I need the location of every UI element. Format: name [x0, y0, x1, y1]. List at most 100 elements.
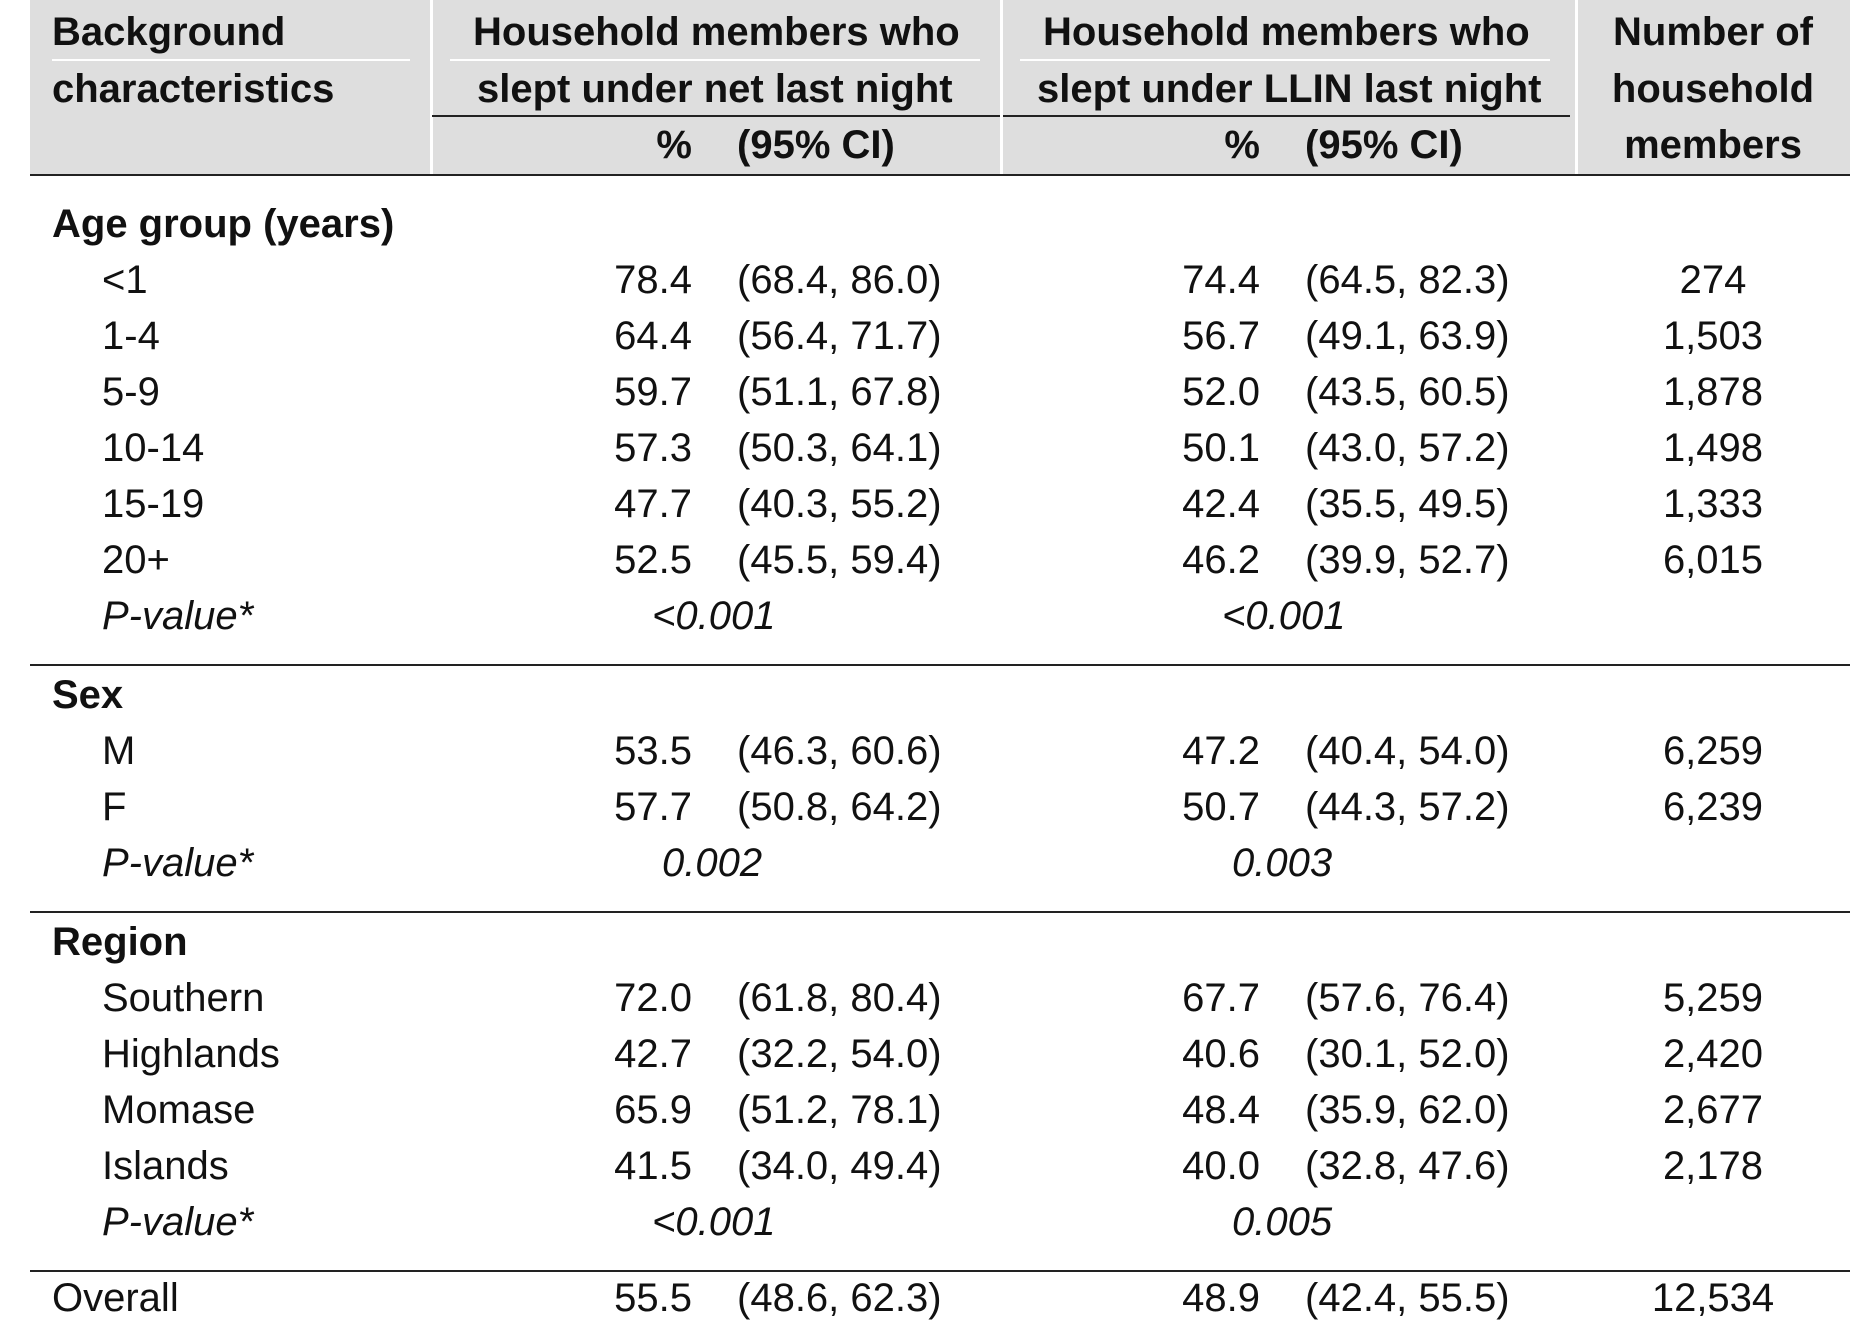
section-rule — [30, 1270, 1850, 1272]
table-row: 5-9 59.7 (51.1, 67.8) 52.0 (43.5, 60.5) … — [0, 364, 1865, 420]
row-label: 20+ — [102, 538, 170, 582]
net-percent: 47.7 — [614, 482, 692, 526]
net-ci: (32.2, 54.0) — [737, 1032, 942, 1076]
net-pvalue: <0.001 — [652, 594, 776, 638]
llin-ci: (39.9, 52.7) — [1305, 538, 1510, 582]
net-ci: (50.8, 64.2) — [737, 785, 942, 829]
llin-ci: (30.1, 52.0) — [1305, 1032, 1510, 1076]
net-ci: (45.5, 59.4) — [737, 538, 942, 582]
pvalue-row: P-value* <0.001 <0.001 — [0, 588, 1865, 644]
llin-pvalue: <0.001 — [1222, 594, 1346, 638]
net-ci: (68.4, 86.0) — [737, 258, 942, 302]
member-count: 12,534 — [1651, 1276, 1775, 1320]
member-count: 274 — [1679, 258, 1747, 302]
table-row: M 53.5 (46.3, 60.6) 47.2 (40.4, 54.0) 6,… — [0, 723, 1865, 779]
row-label: 1-4 — [102, 314, 160, 358]
header-count-title: members — [1624, 123, 1802, 167]
llin-percent: 48.9 — [1182, 1276, 1260, 1320]
section-rule — [30, 664, 1850, 666]
net-percent: 59.7 — [614, 370, 692, 414]
row-label: M — [102, 729, 136, 773]
net-ci: (34.0, 49.4) — [737, 1144, 942, 1188]
member-count: 1,503 — [1662, 314, 1764, 358]
net-percent: 55.5 — [614, 1276, 692, 1320]
net-ci: (51.1, 67.8) — [737, 370, 942, 414]
header-divider — [1020, 59, 1550, 61]
net-percent: 64.4 — [614, 314, 692, 358]
header-llin-title: Household members who — [1043, 10, 1530, 54]
section-header-row: Region — [0, 914, 1865, 970]
header-column-divider — [1575, 0, 1578, 176]
header-net-title: Household members who — [473, 10, 960, 54]
header-ci-label: (95% CI) — [1305, 123, 1463, 167]
llin-ci: (32.8, 47.6) — [1305, 1144, 1510, 1188]
net-percent: 57.3 — [614, 426, 692, 470]
member-count: 2,420 — [1662, 1032, 1764, 1076]
llin-percent: 46.2 — [1182, 538, 1260, 582]
header-pct-label: % — [656, 123, 692, 167]
member-count: 6,239 — [1662, 785, 1764, 829]
llin-ci: (35.5, 49.5) — [1305, 482, 1510, 526]
member-count: 1,498 — [1662, 426, 1764, 470]
header-count-title: Number of — [1613, 10, 1813, 54]
llin-ci: (64.5, 82.3) — [1305, 258, 1510, 302]
row-label: F — [102, 785, 127, 829]
overall-label: Overall — [52, 1276, 179, 1320]
header-count-title: household — [1611, 67, 1815, 111]
member-count: 2,178 — [1662, 1144, 1764, 1188]
row-label: 5-9 — [102, 370, 160, 414]
header-llin-title: slept under LLIN last night — [1037, 67, 1542, 111]
section-header-row: Sex — [0, 667, 1865, 723]
net-ci: (40.3, 55.2) — [737, 482, 942, 526]
table-row: Momase 65.9 (51.2, 78.1) 48.4 (35.9, 62.… — [0, 1082, 1865, 1138]
row-label: Highlands — [102, 1032, 280, 1076]
net-ci: (50.3, 64.1) — [737, 426, 942, 470]
net-percent: 52.5 — [614, 538, 692, 582]
row-label: 10-14 — [102, 426, 205, 470]
table-row: 10-14 57.3 (50.3, 64.1) 50.1 (43.0, 57.2… — [0, 420, 1865, 476]
header-column-divider — [430, 0, 433, 176]
header-column-divider — [1000, 0, 1003, 176]
row-label: Islands — [102, 1144, 229, 1188]
group-rule-net — [432, 115, 1000, 117]
llin-ci: (43.0, 57.2) — [1305, 426, 1510, 470]
pvalue-row: P-value* <0.001 0.005 — [0, 1194, 1865, 1250]
net-percent: 53.5 — [614, 729, 692, 773]
member-count: 6,259 — [1662, 729, 1764, 773]
net-percent: 72.0 — [614, 976, 692, 1020]
table-row: Islands 41.5 (34.0, 49.4) 40.0 (32.8, 47… — [0, 1138, 1865, 1194]
net-percent: 65.9 — [614, 1088, 692, 1132]
llin-ci: (42.4, 55.5) — [1305, 1276, 1510, 1320]
net-ci: (46.3, 60.6) — [737, 729, 942, 773]
member-count: 2,677 — [1662, 1088, 1764, 1132]
member-count: 1,878 — [1662, 370, 1764, 414]
llin-ci: (35.9, 62.0) — [1305, 1088, 1510, 1132]
llin-percent: 40.6 — [1182, 1032, 1260, 1076]
llin-percent: 50.1 — [1182, 426, 1260, 470]
llin-pvalue: 0.005 — [1232, 1200, 1333, 1244]
llin-percent: 50.7 — [1182, 785, 1260, 829]
net-pvalue: 0.002 — [662, 841, 763, 885]
group-rule-llin — [1003, 115, 1570, 117]
net-percent: 57.7 — [614, 785, 692, 829]
pvalue-label: P-value* — [102, 1200, 254, 1244]
llin-percent: 74.4 — [1182, 258, 1260, 302]
table-row: 20+ 52.5 (45.5, 59.4) 46.2 (39.9, 52.7) … — [0, 532, 1865, 588]
member-count: 6,015 — [1662, 538, 1764, 582]
net-ci: (48.6, 62.3) — [737, 1276, 942, 1320]
llin-percent: 40.0 — [1182, 1144, 1260, 1188]
section-header-row: Age group (years) — [0, 196, 1865, 252]
llin-percent: 42.4 — [1182, 482, 1260, 526]
llin-percent: 67.7 — [1182, 976, 1260, 1020]
llin-percent: 47.2 — [1182, 729, 1260, 773]
net-percent: 42.7 — [614, 1032, 692, 1076]
header-pct-label: % — [1224, 123, 1260, 167]
table-row: 15-19 47.7 (40.3, 55.2) 42.4 (35.5, 49.5… — [0, 476, 1865, 532]
table-row: Southern 72.0 (61.8, 80.4) 67.7 (57.6, 7… — [0, 970, 1865, 1026]
member-count: 1,333 — [1662, 482, 1764, 526]
header-divider — [52, 59, 410, 61]
llin-ci: (57.6, 76.4) — [1305, 976, 1510, 1020]
table-row: <1 78.4 (68.4, 86.0) 74.4 (64.5, 82.3) 2… — [0, 252, 1865, 308]
table-row: Highlands 42.7 (32.2, 54.0) 40.6 (30.1, … — [0, 1026, 1865, 1082]
header-divider — [450, 59, 980, 61]
